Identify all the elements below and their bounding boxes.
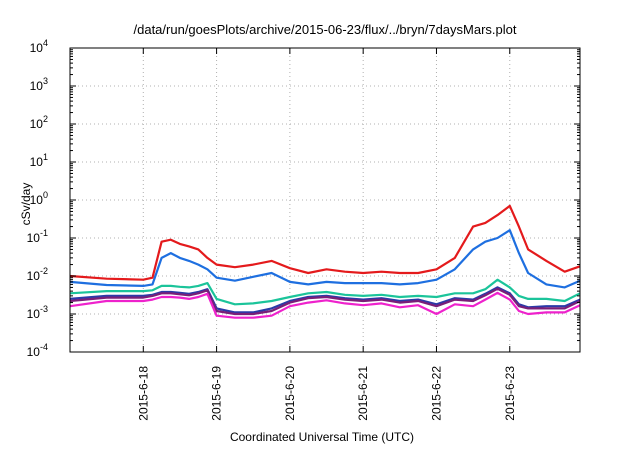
ticks [70,47,580,353]
grid [70,48,580,352]
y-axis-label: cSv/day [19,183,33,226]
series-line-1 [69,204,581,281]
y-tick-label: 10-2 [27,266,48,283]
y-tick-exponent: -3 [40,304,48,314]
x-tick-label: 2015-6-21 [356,366,370,421]
x-tick-label: 2015-6-19 [210,366,224,421]
y-tick-exponent: 1 [43,152,48,162]
x-axis-label: Coordinated Universal Time (UTC) [230,430,414,444]
x-tick-label: 2015-6-20 [283,366,297,421]
y-tick-label: 104 [30,38,48,55]
series-line-4 [69,286,581,314]
x-tick-label: 2015-6-23 [503,366,517,421]
y-tick-label: 10-3 [27,304,48,321]
series-line-6 [69,291,581,319]
y-tick-label: 10-4 [27,342,48,359]
series-line-2 [69,229,581,289]
y-tick-exponent: -1 [40,228,48,238]
x-tick-label: 2015-6-18 [136,366,150,421]
series-line-5 [69,287,581,316]
series-line-3 [69,278,581,306]
y-tick-label: 101 [30,152,48,169]
y-tick-exponent: -2 [40,266,48,276]
y-tick-label: 102 [30,114,48,131]
y-tick-label: 103 [30,76,48,93]
x-tick-label: 2015-6-22 [429,366,443,421]
series-layer [69,204,581,319]
y-tick-exponent: 3 [43,76,48,86]
chart-title: /data/run/goesPlots/archive/2015-06-23/f… [134,22,517,37]
y-tick-exponent: 4 [43,38,48,48]
y-tick-exponent: 0 [43,190,48,200]
x-tick-labels: 2015-6-18 2015-6-19 2015-6-20 2015-6-21 2015… [136,366,516,421]
y-tick-label: 10-1 [27,228,48,245]
y-tick-exponent: 2 [43,114,48,124]
y-tick-exponent: -4 [40,342,48,352]
